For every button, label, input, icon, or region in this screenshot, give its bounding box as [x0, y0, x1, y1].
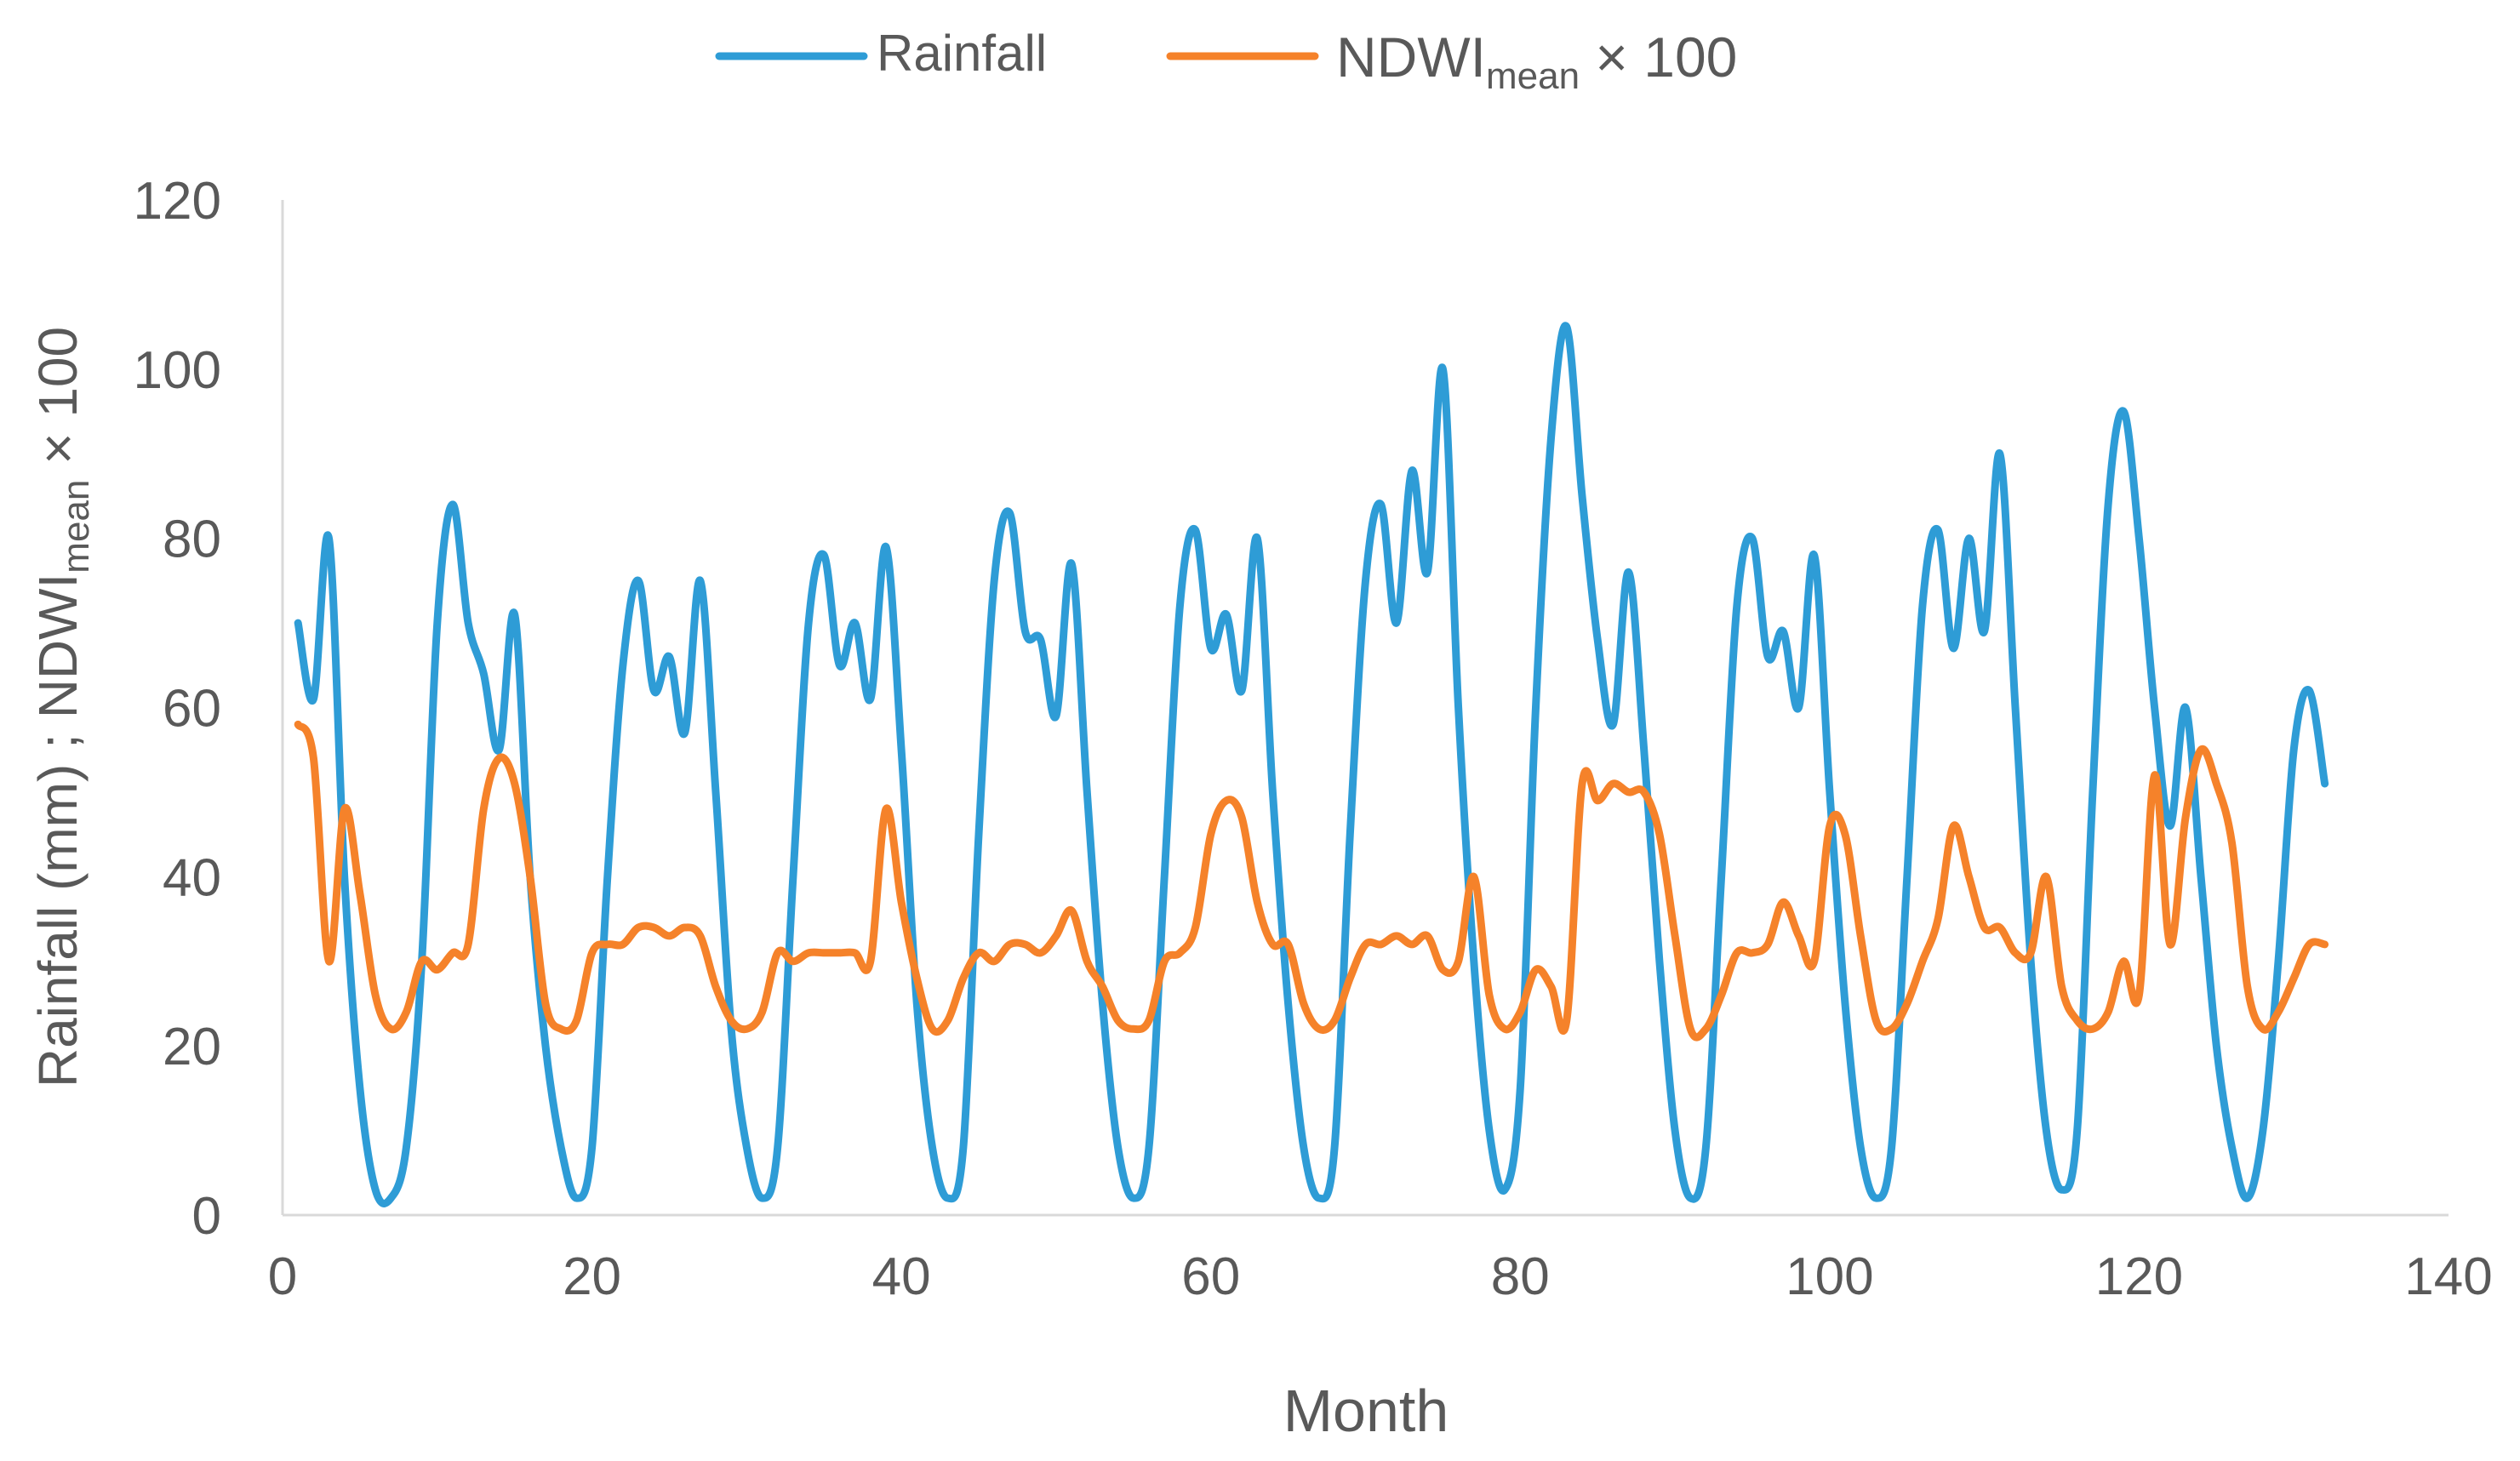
legend-label-rainfall: Rainfall — [877, 25, 1047, 82]
x-tick-label: 100 — [1786, 1247, 1873, 1306]
y-tick-label: 40 — [163, 848, 221, 907]
series-line-ndwi[interactable] — [294, 720, 2329, 1042]
x-tick-label: 40 — [872, 1247, 931, 1306]
legend-label-ndwi-suffix: × 100 — [1580, 26, 1737, 88]
y-tick-labels: 0 20 40 60 80 100 120 — [134, 172, 221, 1246]
legend-label-ndwi-sub: mean — [1486, 55, 1580, 97]
y-tick-label: 0 — [192, 1187, 221, 1246]
y-tick-label: 120 — [134, 172, 221, 231]
x-tick-label: 140 — [2404, 1247, 2492, 1306]
legend-label-ndwi-main: NDWI — [1336, 26, 1486, 88]
x-tick-label: 120 — [2095, 1247, 2183, 1306]
x-tick-labels: 0 20 40 60 80 100 120 140 — [268, 1247, 2493, 1306]
legend-item-rainfall[interactable]: Rainfall — [715, 25, 1047, 82]
y-axis-title: Rainfall (mm) ; NDWImean × 100 — [27, 327, 97, 1087]
legend-item-ndwi[interactable]: NDWImean × 100 — [1166, 26, 1737, 97]
x-tick-label: 80 — [1491, 1247, 1550, 1306]
y-tick-label: 20 — [163, 1018, 221, 1076]
series-layer — [294, 322, 2329, 1207]
y-tick-label: 100 — [134, 341, 221, 400]
axes — [281, 200, 2449, 1217]
y-axis-title-sub: mean — [55, 480, 97, 574]
legend: Rainfall NDWImean × 100 — [715, 25, 1737, 97]
y-axis-title-main: Rainfall (mm) ; NDWI — [27, 574, 89, 1087]
legend-label-ndwi: NDWImean × 100 — [1336, 26, 1737, 97]
y-axis-title-suffix: × 100 — [27, 327, 89, 480]
x-tick-label: 60 — [1181, 1247, 1240, 1306]
y-tick-label: 60 — [163, 680, 221, 739]
x-tick-label: 0 — [268, 1247, 297, 1306]
x-axis-title: Month — [1283, 1378, 1449, 1444]
y-tick-label: 80 — [163, 511, 221, 569]
series-line-rainfall[interactable] — [294, 322, 2329, 1207]
x-tick-label: 20 — [563, 1247, 621, 1306]
